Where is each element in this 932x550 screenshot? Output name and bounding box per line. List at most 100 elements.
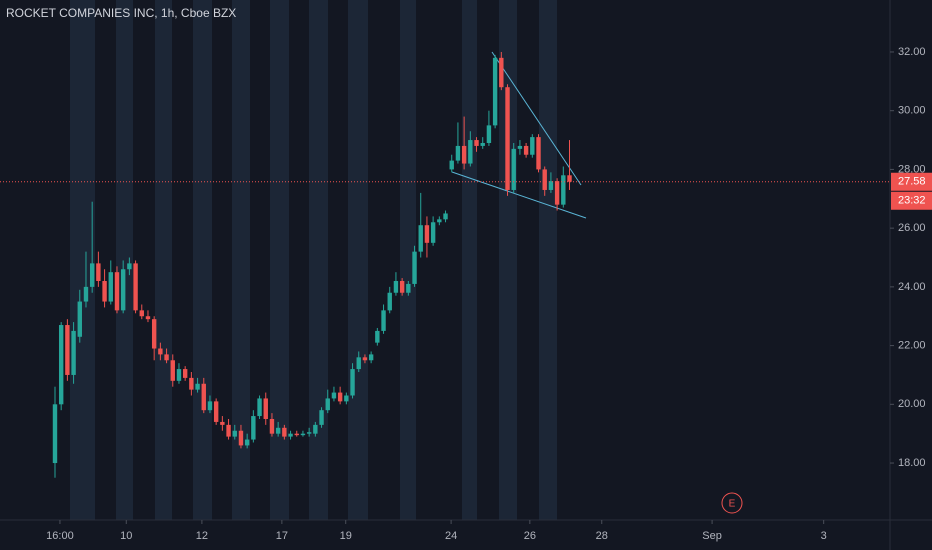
candle-body: [393, 280, 399, 293]
candle-body: [554, 181, 560, 205]
candle-body: [220, 421, 225, 425]
candle-body: [151, 319, 157, 349]
candle-body: [350, 369, 355, 396]
candle-body: [362, 357, 368, 361]
trendline-upper: [491, 51, 582, 186]
band: [193, 0, 212, 520]
candle-body: [251, 416, 256, 440]
candle-body: [319, 410, 324, 425]
candle-body: [399, 280, 405, 293]
candle-body: [548, 181, 554, 190]
candle-body: [424, 225, 430, 243]
candle-body: [96, 263, 101, 281]
candle-body: [387, 292, 392, 311]
band: [70, 0, 95, 520]
earnings-circle[interactable]: [721, 492, 743, 514]
candle-body: [300, 433, 306, 436]
y-tick-label: 24.00: [898, 281, 926, 293]
band: [270, 0, 289, 520]
band: [400, 0, 416, 520]
candle-body: [207, 401, 213, 411]
candle-body: [443, 213, 448, 220]
candle-body: [430, 222, 436, 243]
candle-body: [356, 357, 361, 370]
candle-body: [530, 137, 535, 155]
y-tick-label: 30.00: [898, 105, 926, 117]
candle-body: [294, 433, 299, 436]
candle-body: [232, 430, 237, 437]
y-tick-label: 20.00: [898, 398, 926, 410]
candle-body: [561, 175, 566, 205]
x-tick-label: Sep: [702, 530, 722, 542]
earnings-marker[interactable]: E: [729, 499, 736, 510]
candle-body: [505, 87, 510, 190]
band: [309, 0, 328, 520]
candle-body: [244, 439, 250, 446]
candle-body: [65, 325, 70, 375]
candle-body: [331, 392, 337, 399]
last-price-tag: [891, 172, 932, 191]
candle-body: [412, 251, 417, 284]
candle-body: [114, 272, 120, 311]
candle-body: [449, 160, 454, 170]
candle-body: [170, 360, 175, 381]
x-tick-label: 24: [445, 530, 457, 542]
candle-body: [108, 272, 113, 302]
candle-body: [89, 263, 95, 287]
band: [232, 0, 250, 520]
candle-body: [189, 377, 194, 390]
candle-body: [83, 286, 89, 302]
candle-body: [344, 395, 349, 402]
candle-body: [127, 263, 132, 270]
chart-title: ROCKET COMPANIES INC, 1h, Cboe BZX: [6, 6, 236, 20]
candle-body: [58, 325, 64, 405]
candle-body: [381, 310, 386, 331]
candle-body: [480, 142, 485, 146]
candle-body: [474, 140, 479, 146]
candle-body: [52, 404, 58, 464]
candle-body: [418, 225, 423, 252]
band: [499, 0, 517, 520]
x-tick-label: 26: [524, 530, 536, 542]
candle-body: [176, 369, 182, 381]
y-tick-label: 28.00: [898, 163, 926, 175]
y-tick-label: 32.00: [898, 46, 926, 58]
candle-body: [139, 310, 144, 317]
candle-body: [536, 137, 541, 170]
candle-body: [313, 424, 318, 434]
candle-body: [158, 348, 163, 355]
x-tick-label: 12: [196, 530, 208, 542]
x-tick-label: 19: [340, 530, 352, 542]
candle-body: [238, 430, 244, 446]
candle-body: [133, 263, 138, 311]
candle-body: [375, 330, 380, 343]
candle-body: [486, 125, 492, 143]
candle-body: [306, 432, 312, 434]
candle-body: [437, 219, 442, 223]
candle-body: [213, 401, 219, 422]
last-price-label: 27.58: [898, 176, 926, 188]
band: [155, 0, 172, 520]
candle-body: [325, 398, 330, 411]
candle-body: [201, 383, 206, 411]
candle-body: [145, 316, 151, 320]
y-tick-label: 26.00: [898, 222, 926, 234]
candle-body: [368, 354, 374, 361]
candle-body: [71, 330, 76, 375]
candle-body: [269, 418, 275, 434]
candle-body: [226, 424, 231, 437]
candle-body: [517, 145, 523, 149]
band: [116, 0, 133, 520]
x-tick-label: 3: [821, 530, 827, 542]
candle-body: [567, 175, 572, 182]
y-tick-label: 22.00: [898, 339, 926, 351]
candle-body: [120, 269, 126, 311]
candle-body: [275, 427, 281, 434]
band: [539, 0, 557, 520]
countdown-label: 23:32: [898, 195, 926, 207]
candle-body: [461, 145, 467, 164]
candle-body: [468, 140, 473, 164]
candle-body: [523, 145, 529, 155]
candle-body: [77, 301, 82, 337]
candle-body: [182, 369, 188, 378]
